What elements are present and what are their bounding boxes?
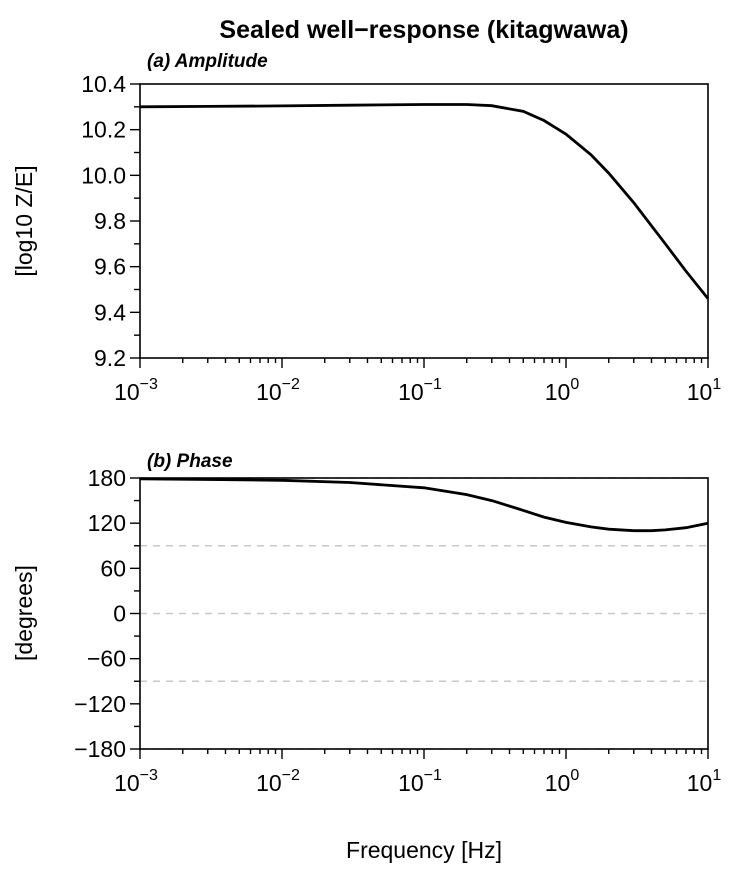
phase-y-axis-label: [degrees] [11,565,37,661]
amplitude-x-tick-label: 10−2 [256,376,300,405]
phase-x-tick-label: 101 [687,767,722,796]
amplitude-y-tick-label: 9.6 [94,254,126,280]
figure-title: Sealed well−response (kitagwawa) [219,16,628,44]
amplitude-series-line [139,103,710,300]
amplitude-x-tick-label: 100 [545,376,580,405]
phase-y-tick-label: −60 [87,646,126,672]
phase-y-tick-label: −180 [74,736,126,762]
amplitude-x-tick-label: 101 [687,376,722,405]
amplitude-y-tick-label: 9.4 [94,299,126,325]
amplitude-plot-frame [139,83,709,359]
phase-y-ticks: −180 −120 −60 0 60 120 180 [74,465,140,762]
amplitude-y-tick-label: 10.4 [81,71,126,97]
phase-x-tick-label: 100 [545,767,580,796]
phase-panel: (b) Phase 10−3 10−2 10−1 100 101 −180 −120 −60… [11,451,721,796]
amplitude-x-tick-label: 10−3 [114,376,158,405]
phase-y-tick-label: 60 [100,555,126,581]
phase-y-tick-label: 0 [113,601,126,627]
amplitude-y-axis-label: [log10 Z/E] [11,165,37,276]
phase-panel-label: (b) Phase [147,451,233,472]
phase-y-tick-label: 120 [88,510,126,536]
amplitude-panel: (a) Amplitude 10−3 10−2 10−1 100 101 9.29.49… [11,51,721,405]
amplitude-y-tick-label: 9.8 [94,208,126,234]
amplitude-x-ticks: 10−3 10−2 10−1 100 101 [114,358,721,405]
phase-x-ticks: 10−3 10−2 10−1 100 101 [114,749,721,796]
amplitude-y-tick-label: 10.0 [81,162,126,188]
phase-y-tick-label: −120 [74,691,126,717]
phase-x-tick-label: 10−1 [398,767,442,796]
amplitude-x-tick-label: 10−1 [398,376,442,405]
phase-reference-lines [140,477,708,750]
amplitude-y-tick-label: 10.2 [81,117,126,143]
phase-series-line [139,477,709,533]
amplitude-y-tick-label: 9.2 [94,345,126,371]
phase-y-tick-label: 180 [88,465,126,491]
phase-x-tick-label: 10−2 [256,767,300,796]
amplitude-y-ticks: 9.2 9.4 9.6 9.8 10.0 10.2 10.4 [81,71,140,371]
amplitude-panel-label: (a) Amplitude [147,51,268,72]
phase-x-tick-label: 10−3 [114,767,158,796]
x-axis-label: Frequency [Hz] [346,837,502,863]
